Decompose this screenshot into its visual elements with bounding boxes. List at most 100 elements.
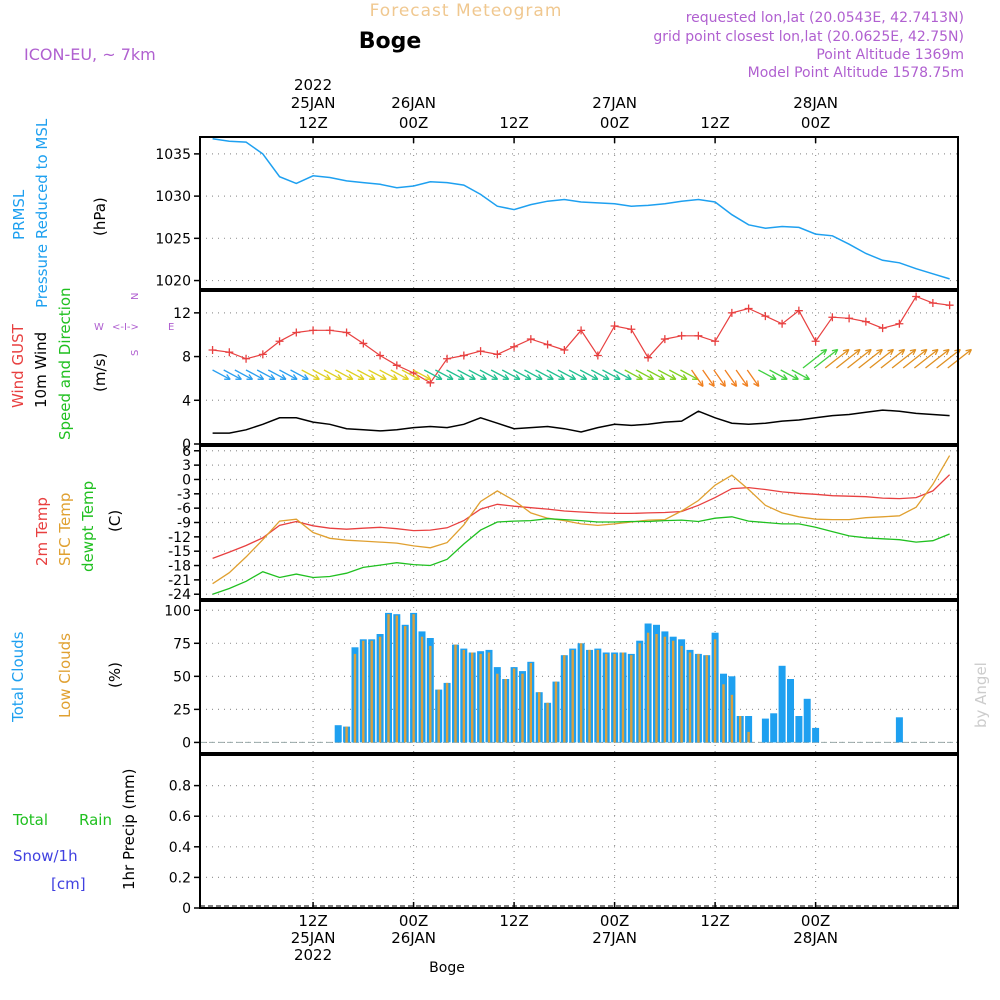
wind-arrow-head (943, 348, 950, 356)
wind-arrow (758, 369, 777, 380)
gust-marker (493, 350, 502, 359)
low-cloud-bar (747, 731, 750, 743)
wind-arrow-head (591, 374, 599, 381)
low-cloud-bar (663, 636, 667, 743)
wind-arrow-head (658, 374, 666, 381)
wind-arrow-head (669, 374, 677, 381)
c-unit: (C) (106, 510, 124, 532)
wind-arrow-head (887, 348, 894, 356)
low-cloud-bar (538, 692, 541, 743)
wind-arrow (334, 369, 354, 380)
low-cloud-bar (579, 643, 583, 743)
top-time-label: 12Z (499, 114, 528, 132)
wind-arrow (568, 369, 587, 380)
gust-marker (660, 335, 669, 344)
wind-arrow (412, 369, 432, 380)
wind-arrow (835, 349, 861, 369)
wind-arrow (802, 349, 828, 369)
wind-arrow-head (909, 348, 917, 356)
gust-marker (225, 348, 234, 357)
wind-arrow-head (820, 348, 828, 356)
wind-arrow (446, 369, 465, 380)
wind-arrow (713, 369, 726, 387)
wind-arrow (657, 369, 677, 380)
model-label: ICON-EU, ~ 7km (24, 45, 156, 64)
low-cloud-bar (479, 653, 482, 743)
gust-marker (761, 312, 770, 321)
gust-marker (577, 326, 586, 335)
panel-frame-4 (199, 754, 959, 909)
wind-arrow-head (719, 380, 726, 387)
y-tick-label: 0.4 (169, 840, 191, 856)
gust-marker (945, 301, 954, 310)
location-title: Boge (359, 29, 422, 54)
low-cloud-bar (420, 636, 424, 743)
bottom-time-label: 25JAN (291, 929, 336, 947)
wind-arrow-head (898, 348, 906, 356)
panel-0-grid: 1020 1025 1030 1035 (155, 137, 958, 290)
wind-arrow-head (502, 374, 510, 381)
wind-arrow (390, 369, 409, 380)
temp-line-1 (212, 455, 951, 585)
wind-arrow (791, 369, 810, 380)
pressure-reduced-label: Pressure Reduced to MSL (33, 118, 51, 308)
y-tick-label: 75 (173, 636, 191, 652)
wind-arrow-head (697, 380, 704, 387)
gust-marker (325, 326, 334, 335)
wind-arrow (279, 369, 298, 380)
wind-arrow-head (920, 348, 928, 356)
wind-arrow-head (569, 374, 577, 381)
wind-arrow (746, 369, 760, 387)
wind-arrow (847, 349, 872, 369)
wind-arrow (290, 369, 309, 380)
gust-marker (459, 351, 468, 360)
low-cloud-bar (529, 663, 532, 743)
wind-arrow (869, 349, 894, 369)
bottom-time-label: 26JAN (391, 929, 436, 947)
low-cloud-bar (655, 634, 658, 743)
total-clouds-label: Total Clouds (9, 631, 27, 723)
bottom-time-label: 12Z (499, 912, 528, 930)
wind-arrow (925, 349, 950, 369)
bottom-time-label: 00Z (801, 912, 830, 930)
y-tick-label: 3 (182, 458, 191, 474)
y-tick-label: 25 (173, 702, 191, 718)
wind-arrow-head (742, 380, 749, 387)
wind-arrow-head (547, 374, 554, 381)
wind-arrow-head (536, 374, 543, 381)
low-cloud-bar (697, 653, 700, 743)
wind-arrow (735, 369, 749, 387)
temp-line-2 (212, 516, 950, 595)
low-cloud-bar (429, 645, 432, 743)
wind-arrow (691, 369, 704, 387)
panel-frame-1 (199, 290, 959, 445)
wind-arrow-head (469, 374, 476, 381)
wind-arrow (379, 369, 398, 380)
low-cloud-bar (672, 640, 675, 743)
wind-arrow (457, 369, 476, 380)
gust-marker (292, 328, 301, 337)
wind-arrow-head (268, 374, 276, 381)
wind-arrow-head (770, 374, 777, 381)
cm-label: [cm] (51, 875, 86, 893)
gust-marker (878, 324, 887, 333)
low-cloud-bar (362, 640, 365, 743)
gust-marker (560, 346, 569, 355)
wind-arrow (668, 369, 688, 380)
gust-marker (727, 308, 736, 317)
wind-arrow (312, 369, 331, 380)
low-cloud-bar (646, 632, 650, 743)
wind-arrow (267, 369, 287, 380)
gust-marker (677, 331, 686, 340)
gust-marker (828, 313, 837, 322)
gust-marker (711, 337, 720, 346)
wind-arrow-head (246, 374, 254, 381)
gust-marker (510, 342, 519, 351)
wind-gust-label: Wind GUST (9, 323, 27, 408)
watermark: by Angel (972, 662, 990, 728)
panel-frame-3 (199, 600, 959, 754)
wind-10m-label: 10m Wind (32, 332, 50, 408)
wind-arrow (234, 369, 253, 380)
total-cloud-bar (770, 713, 778, 743)
